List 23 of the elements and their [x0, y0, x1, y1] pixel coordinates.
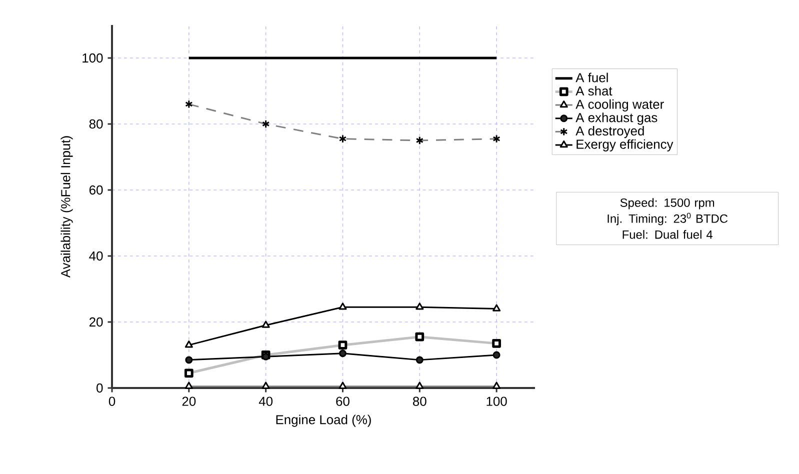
y-tick-label: 100	[82, 53, 103, 63]
legend-label: A exhaust gas	[576, 112, 658, 125]
x-tick-label: 20	[182, 396, 196, 406]
legend-label: Exergy efficiency	[576, 139, 674, 152]
x-axis-title: Engine Load (%)	[276, 414, 371, 427]
legend-label: A fuel	[576, 72, 608, 82]
text: Fuel: Dual fuel 4	[622, 230, 712, 239]
y-tick-label: 20	[89, 317, 103, 327]
x-tick-label: 80	[413, 396, 426, 406]
y-axis-title: Availability (%Fuel Input)	[60, 136, 73, 278]
y-tick-label: 40	[89, 251, 103, 261]
text: Speed: 1500 rpm	[620, 198, 714, 210]
x-tick-label: 60	[336, 396, 350, 406]
y-tick-label: 80	[89, 119, 103, 129]
x-tick-label: 40	[258, 396, 273, 406]
text: Inj. Timing: 23$^{0}$ BTDC	[608, 212, 728, 226]
legend-label: A shat	[576, 86, 612, 96]
legend-label: A cooling water	[576, 99, 664, 112]
x-tick-label: 0	[108, 396, 116, 406]
x-tick-label: 100	[486, 396, 507, 406]
y-tick-label: 0	[96, 383, 103, 393]
y-tick-label: 60	[89, 185, 103, 195]
legend-label: A destroyed	[576, 126, 644, 138]
